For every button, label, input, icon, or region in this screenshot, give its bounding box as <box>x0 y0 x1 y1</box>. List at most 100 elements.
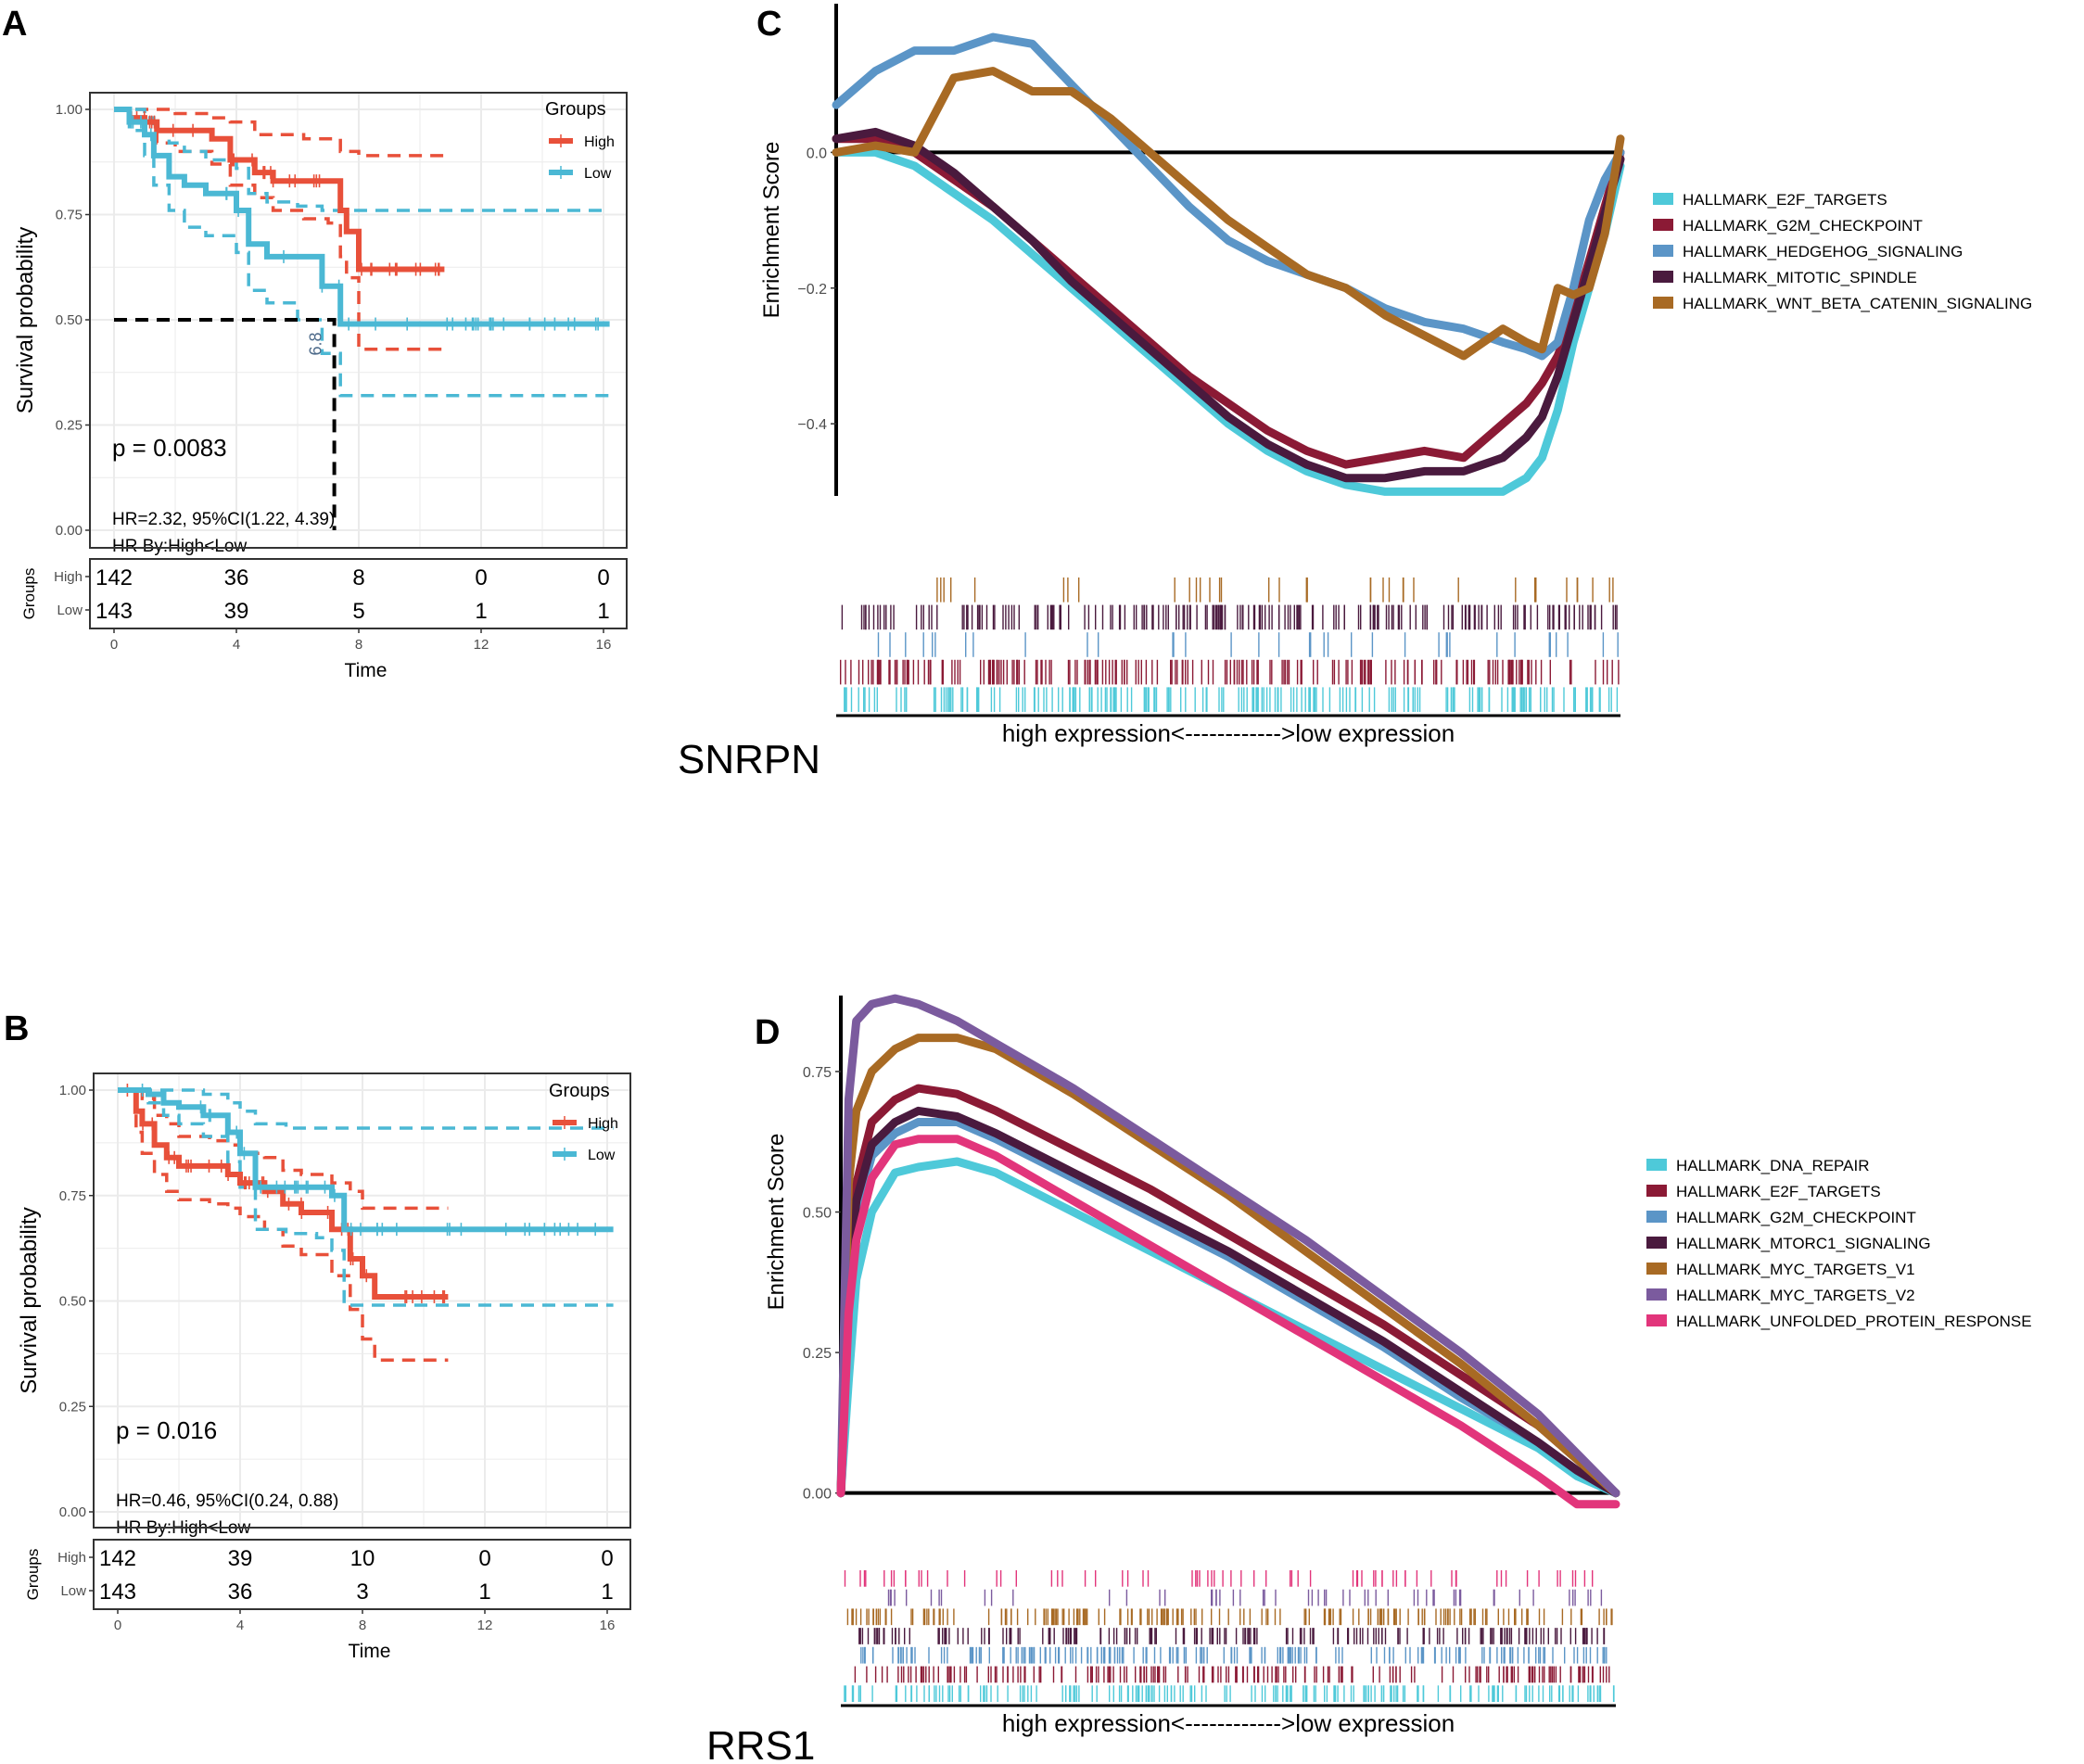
legend-swatch-hallmark-myc-targets-v2 <box>1646 1288 1667 1301</box>
risk-table-ylabel: Groups <box>20 568 38 620</box>
survival-curve-low <box>118 1087 614 1233</box>
risk-table-border <box>89 558 628 629</box>
y-tick-label: 0.00 <box>803 1487 832 1503</box>
legend-swatch-hallmark-unfolded-protein-response <box>1646 1314 1667 1326</box>
risk-table-cell: 5 <box>352 599 364 624</box>
y-tick-label: 0.50 <box>803 1206 832 1222</box>
km-plot-border <box>89 92 628 549</box>
x-tick-label: 0 <box>114 1618 121 1633</box>
legend-label: HALLMARK_G2M_CHECKPOINT <box>1676 1209 1916 1226</box>
x-tick-label: 4 <box>236 1618 244 1633</box>
y-tick-label: 0.00 <box>56 523 83 539</box>
median-survival-line <box>114 318 337 530</box>
legend-title: Groups <box>545 99 606 120</box>
panel-label-a: A <box>2 5 27 44</box>
y-axis-label: Survival probability <box>13 227 38 413</box>
es-curve-hallmark-e2f-targets <box>832 147 1625 496</box>
panel-label-c: C <box>756 5 782 44</box>
risk-table-cell: 142 <box>99 1546 136 1571</box>
legend-label: HALLMARK_MYC_TARGETS_V2 <box>1676 1287 1915 1304</box>
x-tick-label: 4 <box>233 637 240 653</box>
gene-label-rrs1: RRS1 <box>706 1723 815 1764</box>
y-tick-label: 0.75 <box>56 208 83 223</box>
legend-label-high: High <box>588 1116 618 1132</box>
risk-table-cell: 3 <box>356 1580 368 1605</box>
legend-label: HALLMARK_UNFOLDED_PROTEIN_RESPONSE <box>1676 1313 2032 1330</box>
ci-lower-high <box>118 1088 449 1362</box>
legend-label: HALLMARK_DNA_REPAIR <box>1676 1157 1869 1174</box>
y-axis-label: Survival probability <box>17 1207 42 1393</box>
y-tick-label: 0.75 <box>803 1065 832 1081</box>
legend-label: HALLMARK_MYC_TARGETS_V1 <box>1676 1261 1915 1278</box>
legend-swatch-hallmark-mtorc1-signaling <box>1646 1237 1667 1249</box>
legend-label: HALLMARK_E2F_TARGETS <box>1676 1183 1881 1200</box>
risk-table-cell: 8 <box>352 565 364 590</box>
es-curve-hallmark-mtorc1-signaling <box>836 1106 1620 1498</box>
hr-by-text: HR By:High<Low <box>112 537 247 556</box>
risk-table-cell: 0 <box>475 565 487 590</box>
x-axis-label: Time <box>345 660 388 681</box>
y-tick-label: −0.2 <box>797 282 827 298</box>
risk-table-cell: 1 <box>601 1580 613 1605</box>
legend-swatch-hallmark-myc-targets-v1 <box>1646 1263 1667 1275</box>
legend-swatch-hallmark-e2f-targets <box>1653 193 1673 205</box>
legend-swatch-hallmark-g2m-checkpoint <box>1646 1211 1667 1223</box>
x-axis-label: high expression<------------>low express… <box>1002 719 1455 747</box>
ci-lower-low <box>118 1088 614 1307</box>
ci-upper-high <box>114 108 445 158</box>
gsea-panel-d: 0.00 0.25 0.50 0.75 Enrichment Score HALLMARK… <box>764 994 2032 1737</box>
legend-label: HALLMARK_HEDGEHOG_SIGNALING <box>1683 243 1963 260</box>
y-tick-label: 0.50 <box>56 312 83 328</box>
y-tick-label: 0.25 <box>59 1399 86 1415</box>
x-tick-label: 16 <box>596 637 612 653</box>
y-tick-label: 0.0 <box>807 146 827 161</box>
km-plot-border <box>93 1072 631 1529</box>
legend-title: Groups <box>549 1081 610 1101</box>
es-curve-hallmark-myc-targets-v1 <box>836 1034 1620 1498</box>
x-axis-label: high expression<------------>low express… <box>1002 1709 1455 1737</box>
hr-text: HR=0.46, 95%CI(0.24, 0.88) <box>116 1491 338 1511</box>
risk-table-cell: 0 <box>478 1546 490 1571</box>
y-tick-label: 1.00 <box>56 102 83 118</box>
legend-label: HALLMARK_G2M_CHECKPOINT <box>1683 217 1923 235</box>
legend-label: HALLMARK_MITOTIC_SPINDLE <box>1683 269 1917 286</box>
risk-table-cell: 36 <box>228 1580 253 1605</box>
risk-table-group-label: Low <box>60 1583 86 1599</box>
x-tick-label: 12 <box>474 637 489 653</box>
x-tick-label: 16 <box>600 1618 616 1633</box>
y-tick-label: 1.00 <box>59 1083 86 1098</box>
es-curve-hallmark-e2f-targets <box>836 1084 1620 1498</box>
legend-swatch-hallmark-mitotic-spindle <box>1653 271 1673 283</box>
ci-upper-low <box>118 1088 614 1130</box>
x-tick-label: 8 <box>355 637 362 653</box>
y-tick-label: 0.75 <box>59 1188 86 1204</box>
risk-table-group-label: High <box>57 1550 86 1566</box>
km-panel-b: 0.00 0.25 0.50 0.75 1.00 Survival probability… <box>17 1072 631 1662</box>
y-tick-label: 0.50 <box>59 1294 86 1310</box>
y-tick-label: 0.25 <box>803 1346 832 1362</box>
risk-table-cell: 39 <box>228 1546 253 1571</box>
x-axis-label: Time <box>349 1641 391 1662</box>
legend-label: HALLMARK_MTORC1_SIGNALING <box>1676 1235 1931 1252</box>
gsea-panel-c: −0.4 −0.2 0.0 Enrichment Score HALLMARK_E2F_… <box>759 4 2032 747</box>
es-curve-hallmark-myc-targets-v2 <box>836 994 1620 1498</box>
x-tick-label: 8 <box>359 1618 366 1633</box>
legend-label: HALLMARK_E2F_TARGETS <box>1683 191 1887 209</box>
legend-label-low: Low <box>584 166 612 182</box>
gene-label-snrpn: SNRPN <box>678 737 820 782</box>
es-curve-hallmark-g2m-checkpoint <box>836 1118 1620 1498</box>
risk-table-cell: 39 <box>224 599 249 624</box>
risk-table-cell: 143 <box>95 599 133 624</box>
panel-label-b: B <box>4 1009 29 1048</box>
km-panel-a: 0.00 0.25 0.50 0.75 1.00 Survival probability… <box>13 92 628 681</box>
es-curve-hallmark-dna-repair <box>836 1157 1620 1498</box>
risk-table-ylabel: Groups <box>24 1549 42 1601</box>
risk-table-cell: 0 <box>601 1546 613 1571</box>
risk-table-cell: 1 <box>478 1580 490 1605</box>
risk-table-cell: 0 <box>597 565 609 590</box>
legend-label: HALLMARK_WNT_BETA_CATENIN_SIGNALING <box>1683 295 2032 312</box>
panel-label-d: D <box>755 1013 780 1052</box>
x-tick-label: 12 <box>477 1618 493 1633</box>
hr-text: HR=2.32, 95%CI(1.22, 4.39) <box>112 510 335 529</box>
y-tick-label: −0.4 <box>797 417 827 433</box>
